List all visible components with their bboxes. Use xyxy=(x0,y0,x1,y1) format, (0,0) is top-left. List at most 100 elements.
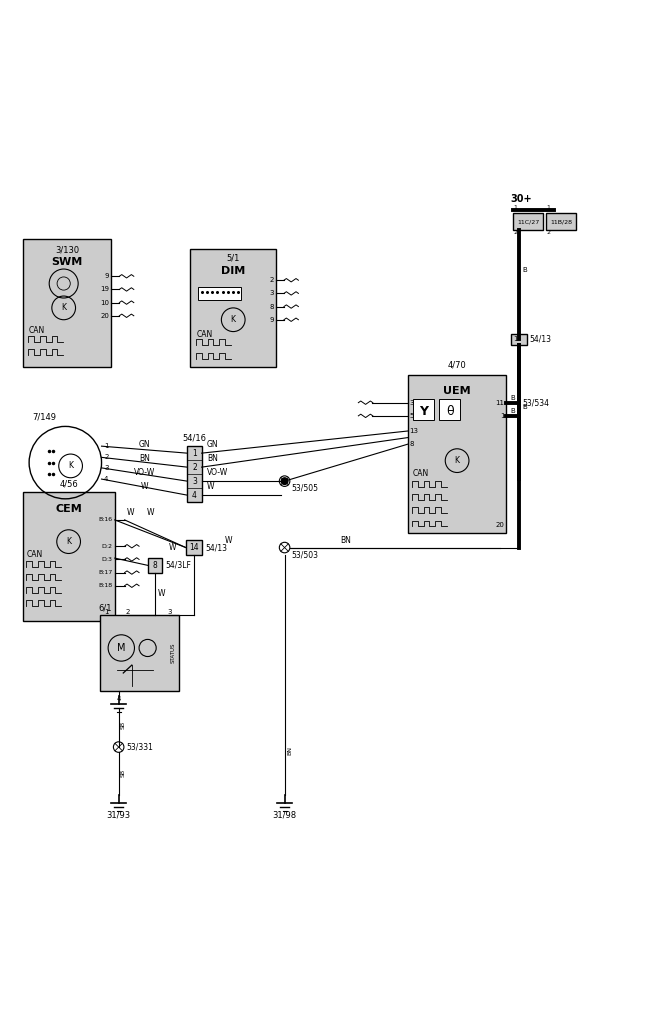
FancyBboxPatch shape xyxy=(23,493,115,621)
Text: 6/1: 6/1 xyxy=(98,604,112,612)
Text: θ: θ xyxy=(446,404,454,418)
Text: 2: 2 xyxy=(192,463,197,472)
Text: K: K xyxy=(68,462,73,470)
Text: 2: 2 xyxy=(125,608,130,614)
Text: 1: 1 xyxy=(104,608,109,614)
Text: W: W xyxy=(141,482,148,492)
FancyBboxPatch shape xyxy=(546,213,576,230)
Text: 8: 8 xyxy=(153,561,157,569)
Text: 2: 2 xyxy=(514,230,518,236)
Circle shape xyxy=(282,478,288,484)
Text: 53/534: 53/534 xyxy=(523,398,549,408)
Text: B:17: B:17 xyxy=(98,570,113,575)
Text: 1: 1 xyxy=(513,337,518,342)
Text: 4/70: 4/70 xyxy=(448,360,467,370)
Text: 7/149: 7/149 xyxy=(33,412,56,421)
FancyBboxPatch shape xyxy=(413,399,434,421)
Text: 53/505: 53/505 xyxy=(291,483,318,493)
Text: 1: 1 xyxy=(192,449,197,458)
Text: SWM: SWM xyxy=(51,257,82,267)
Text: CAN: CAN xyxy=(29,327,45,336)
Text: 5/1: 5/1 xyxy=(226,254,240,263)
Text: BN: BN xyxy=(341,536,352,545)
Text: BN: BN xyxy=(288,745,292,755)
Text: 11C/27: 11C/27 xyxy=(517,219,539,224)
Text: GN: GN xyxy=(139,440,150,450)
Text: SB: SB xyxy=(121,721,125,729)
Text: 53/503: 53/503 xyxy=(291,550,318,559)
Text: UEM: UEM xyxy=(444,386,471,395)
Text: B: B xyxy=(523,403,527,410)
Text: 2: 2 xyxy=(104,455,108,461)
Text: B:18: B:18 xyxy=(99,584,113,588)
Text: 4: 4 xyxy=(192,490,197,500)
Text: B: B xyxy=(523,266,527,272)
Text: BN: BN xyxy=(139,455,150,463)
Text: 20: 20 xyxy=(100,312,110,318)
Text: BN: BN xyxy=(207,455,218,463)
FancyBboxPatch shape xyxy=(191,249,276,368)
Text: 8: 8 xyxy=(410,441,414,447)
Text: 30+: 30+ xyxy=(510,194,532,204)
Text: GN: GN xyxy=(207,440,218,450)
Text: 4: 4 xyxy=(116,695,121,701)
Text: 4: 4 xyxy=(104,476,108,482)
Text: 5: 5 xyxy=(410,413,414,419)
Text: 1: 1 xyxy=(500,413,505,419)
Text: B: B xyxy=(511,408,515,414)
FancyBboxPatch shape xyxy=(147,558,162,572)
Text: 54/13: 54/13 xyxy=(529,335,551,344)
Text: 31/93: 31/93 xyxy=(107,811,131,820)
FancyBboxPatch shape xyxy=(23,239,112,368)
Text: W: W xyxy=(207,482,214,492)
Text: M: M xyxy=(117,643,125,653)
Text: SB: SB xyxy=(121,769,125,777)
Text: VO-W: VO-W xyxy=(207,468,228,477)
Text: B:16: B:16 xyxy=(99,517,113,522)
FancyBboxPatch shape xyxy=(511,334,527,345)
Text: 3: 3 xyxy=(192,476,197,485)
Text: B: B xyxy=(511,394,515,400)
Text: CAN: CAN xyxy=(197,330,213,339)
Text: VO-W: VO-W xyxy=(133,468,155,477)
Text: 9: 9 xyxy=(105,273,110,280)
Text: 8: 8 xyxy=(270,303,274,309)
Text: 3: 3 xyxy=(167,608,171,614)
Text: 11: 11 xyxy=(495,399,505,406)
Text: 14: 14 xyxy=(189,543,199,552)
Text: CAN: CAN xyxy=(27,550,42,559)
Text: K: K xyxy=(61,303,66,312)
Text: 1: 1 xyxy=(104,443,109,450)
Text: 13: 13 xyxy=(410,428,419,434)
Text: D:2: D:2 xyxy=(102,544,113,549)
Text: 3: 3 xyxy=(104,465,109,471)
Text: 3: 3 xyxy=(270,291,274,296)
Text: 1: 1 xyxy=(546,205,550,210)
Text: 10: 10 xyxy=(100,300,110,305)
Text: W: W xyxy=(147,508,154,517)
FancyBboxPatch shape xyxy=(186,541,202,555)
Text: 3/130: 3/130 xyxy=(55,246,79,254)
Text: W: W xyxy=(157,590,165,598)
Text: W: W xyxy=(224,536,232,545)
Text: CAN: CAN xyxy=(413,469,429,478)
Text: K: K xyxy=(230,315,236,325)
FancyBboxPatch shape xyxy=(199,287,241,300)
Text: DIM: DIM xyxy=(221,266,246,275)
Text: 2: 2 xyxy=(546,230,550,236)
FancyBboxPatch shape xyxy=(513,213,543,230)
Text: STATUS: STATUS xyxy=(170,643,175,664)
Text: 9: 9 xyxy=(270,316,274,323)
Text: 54/3LF: 54/3LF xyxy=(165,561,191,569)
FancyBboxPatch shape xyxy=(440,399,460,421)
Text: W: W xyxy=(127,508,134,517)
FancyBboxPatch shape xyxy=(187,446,202,502)
Text: K: K xyxy=(455,456,459,465)
Text: Y: Y xyxy=(419,404,428,418)
Text: 54/13: 54/13 xyxy=(205,543,227,552)
Text: 31/98: 31/98 xyxy=(272,811,297,820)
Text: 2: 2 xyxy=(270,278,274,284)
Text: 19: 19 xyxy=(100,287,110,293)
FancyBboxPatch shape xyxy=(408,375,507,534)
Text: K: K xyxy=(66,538,71,546)
